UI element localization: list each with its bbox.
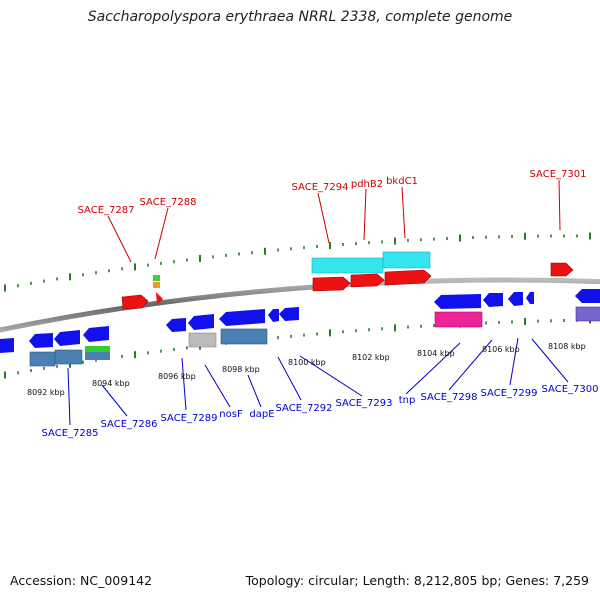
domain-box-sace-7286-blue [85,352,110,360]
reverse-features [0,289,600,367]
map-title: Saccharopolyspora erythraea NRRL 2338, c… [87,9,513,25]
domain-box-sace-7289 [188,332,217,348]
cyan-feature-sace-7294[interactable] [311,257,384,274]
gene-label-sace-7299[interactable]: SACE_7299 [481,388,538,399]
gene-label-sace-7288[interactable]: SACE_7288 [140,197,197,208]
gene-arrow-sace-7286[interactable] [83,326,109,342]
cyan-feature-bkdc1[interactable] [382,251,431,269]
outer-tick-row [4,232,591,292]
scale-label-8106: 8106 kbp [482,345,520,354]
reverse-gene-labels: SACE_7285 SACE_7286 SACE_7289 nosF dapE … [42,384,599,439]
gene-arrow-sace-7292[interactable] [268,309,279,322]
gene-arrow-sace-7301[interactable] [550,262,574,277]
gene-arrow-dape[interactable] [219,309,265,326]
domain-box-sace-7285c [54,349,83,365]
gene-label-sace-7293[interactable]: SACE_7293 [336,398,393,409]
scale-label-8098: 8098 kbp [222,365,260,374]
gene-arrow-sace-7289[interactable] [166,318,186,332]
gene-label-nosf[interactable]: nosF [219,409,243,420]
gene-arrow-sace-7300[interactable] [526,292,534,304]
gene-arrow-sace-7288[interactable] [156,292,163,305]
forward-gene-labels: SACE_7287 SACE_7288 SACE_7294 pdhB2 bkdC… [78,169,587,216]
gene-arrow-sace-7285[interactable] [29,333,53,348]
gene-label-sace-7287[interactable]: SACE_7287 [78,205,135,216]
gene-marker-sace-7288-a [153,275,160,281]
scale-label-8104: 8104 kbp [417,349,455,358]
gene-arrow-sace-7300b[interactable] [575,289,600,303]
gene-label-sace-7294[interactable]: SACE_7294 [292,182,349,193]
scale-label-8102: 8102 kbp [352,353,390,362]
domain-box-sace-7286-green [85,346,110,352]
accession-label: Accession: NC_009142 [10,573,153,588]
gene-label-sace-7292[interactable]: SACE_7292 [276,403,333,414]
gene-arrow-nosf[interactable] [188,314,214,330]
scale-label-8100: 8100 kbp [288,358,326,367]
gene-label-sace-7301[interactable]: SACE_7301 [530,169,587,180]
gene-label-sace-7285[interactable]: SACE_7285 [42,428,99,439]
gene-arrow-sace-7293[interactable] [279,307,299,321]
gene-arrow-sace-7299b[interactable] [508,292,523,306]
domain-box-sace-7300 [575,306,600,322]
gene-label-sace-7298[interactable]: SACE_7298 [421,392,478,403]
domain-box-dape [220,328,268,345]
scale-label-8092: 8092 kbp [27,388,65,397]
forward-leaders [107,179,561,263]
gene-arrow-pdhb2[interactable] [350,273,385,288]
gene-marker-sace-7288-b [153,282,160,288]
gene-label-sace-7286[interactable]: SACE_7286 [101,419,158,430]
gene-arrow-sace-7299[interactable] [483,293,503,307]
gene-arrow-rev-a[interactable] [0,338,14,353]
scale-label-8108: 8108 kbp [548,342,586,351]
gene-arrow-bkdc1[interactable] [384,269,432,286]
gene-label-sace-7300[interactable]: SACE_7300 [542,384,599,395]
gene-arrow-sace-7294[interactable] [312,276,351,292]
reverse-leaders [67,337,569,426]
genome-backbone [0,277,600,333]
domain-box-sace-7285 [29,351,56,367]
gene-label-dape[interactable]: dapE [249,409,274,420]
gene-label-pdhb2[interactable]: pdhB2 [351,179,383,190]
gene-label-sace-7289[interactable]: SACE_7289 [161,413,218,424]
gene-arrow-sace-7287[interactable] [121,294,149,310]
gene-arrow-sace-7298[interactable] [434,294,481,309]
topology-label: Topology: circular; Length: 8,212,805 bp… [245,573,589,588]
scale-labels: 8092 kbp 8094 kbp 8096 kbp 8098 kbp 8100… [27,342,586,397]
gene-label-tnp[interactable]: tnp [399,395,416,406]
domain-box-tnp [434,311,483,328]
scale-label-8094: 8094 kbp [92,379,130,388]
gene-label-bkdc1[interactable]: bkdC1 [386,176,418,187]
gene-arrow-sace-7285b[interactable] [54,330,80,346]
scale-label-8096: 8096 kbp [158,372,196,381]
forward-features [121,251,574,310]
